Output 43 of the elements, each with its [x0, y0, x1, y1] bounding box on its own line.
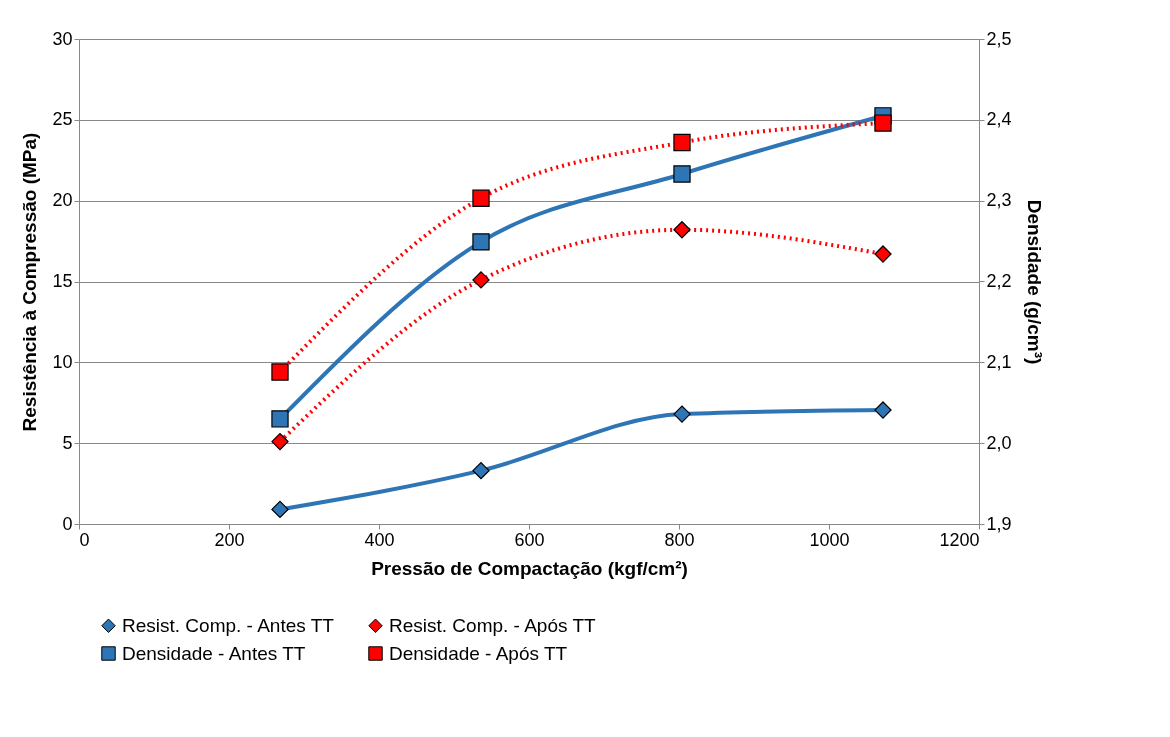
x-tick-label: 400: [364, 529, 395, 550]
legend-label: Densidade - Após TT: [389, 642, 568, 664]
y2-tick-label: 1,9: [986, 513, 1012, 534]
y2-tick-label: 2,2: [986, 271, 1012, 291]
y2-tick-label: 2,1: [986, 351, 1012, 372]
point: [874, 401, 892, 419]
x-tick-label: 1000: [809, 529, 850, 550]
point: [673, 133, 691, 152]
y-tick-label: 25: [52, 109, 73, 130]
x-tick-label: 600: [514, 529, 545, 550]
y2-tick-label: 2,4: [986, 109, 1012, 130]
point: [874, 114, 892, 132]
y2-tick-label: 2,0: [986, 432, 1012, 453]
point: [472, 271, 490, 289]
point: [472, 189, 490, 207]
y2-tick-label: 2,3: [986, 190, 1012, 211]
point: [472, 233, 490, 251]
y-tick-label: 10: [52, 351, 73, 372]
y-tick-label: 0: [62, 513, 73, 534]
point: [271, 410, 289, 428]
point: [874, 245, 892, 263]
point: [673, 221, 691, 239]
y-tick-label: 15: [52, 271, 73, 291]
x-tick-label: 0: [79, 529, 90, 550]
y-tick-label: 30: [52, 28, 73, 49]
y-tick-label: 20: [52, 190, 73, 211]
x-axis-title: Pressão de Compactação (kgf/cm²): [371, 557, 688, 579]
point: [271, 500, 289, 519]
legend-label: Resist. Comp. - Após TT: [389, 614, 596, 636]
point: [673, 405, 691, 423]
point: [271, 432, 289, 451]
point: [271, 363, 289, 381]
y-axis-title: Resistência à Compressão (MPa): [19, 132, 41, 432]
y2-axis-title: Densidade (g/cm³): [1023, 199, 1045, 365]
x-tick-label: 1200: [939, 529, 980, 550]
point: [673, 165, 691, 183]
point: [472, 461, 490, 480]
y2-tick-label: 2,5: [986, 28, 1012, 49]
x-tick-label: 800: [664, 529, 695, 550]
legend-label: Resist. Comp. - Antes TT: [122, 614, 335, 636]
y-tick-label: 5: [62, 432, 73, 453]
legend-label: Densidade - Antes TT: [122, 642, 306, 664]
x-tick-label: 200: [214, 529, 245, 550]
